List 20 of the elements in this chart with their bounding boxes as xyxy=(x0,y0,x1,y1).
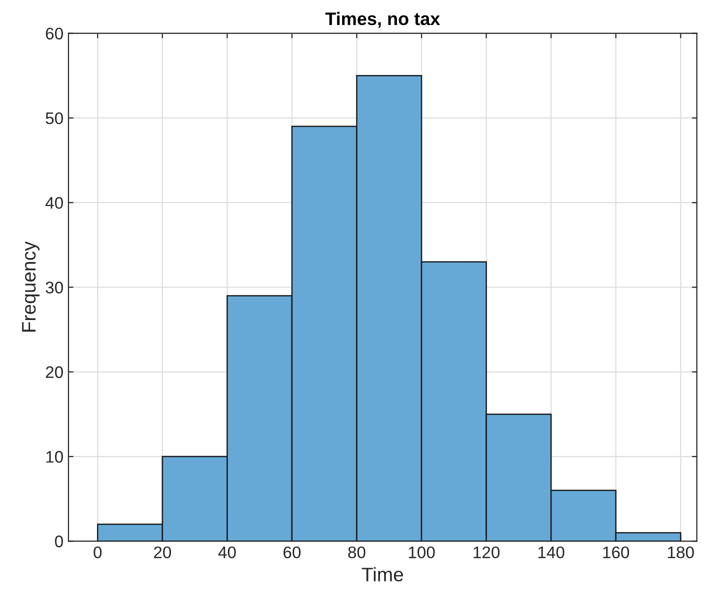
x-tick-label: 140 xyxy=(538,546,564,558)
y-axis-title: Frequency xyxy=(22,241,40,332)
x-tick-label: 160 xyxy=(603,546,630,558)
y-tick-label: 0 xyxy=(55,536,63,548)
y-tick-label: 30 xyxy=(46,282,63,294)
x-tick-label: 40 xyxy=(218,546,236,558)
y-tick-label: 60 xyxy=(46,28,63,40)
chart-title: Times, no tax xyxy=(325,12,440,28)
x-tick-label: 60 xyxy=(284,546,301,558)
x-tick-label: 80 xyxy=(348,546,366,558)
y-tick-label: 50 xyxy=(46,112,63,124)
x-tick-label: 20 xyxy=(154,546,172,558)
x-tick-label: 120 xyxy=(474,546,500,558)
y-tick-label: 20 xyxy=(46,366,63,378)
x-axis-title: Time xyxy=(362,567,404,582)
x-tick-label: 180 xyxy=(668,546,694,558)
y-tick-label: 10 xyxy=(46,450,63,463)
x-tick-label: 100 xyxy=(408,546,435,558)
x-tick-label: 0 xyxy=(94,546,102,558)
y-tick-label: 40 xyxy=(45,197,63,209)
